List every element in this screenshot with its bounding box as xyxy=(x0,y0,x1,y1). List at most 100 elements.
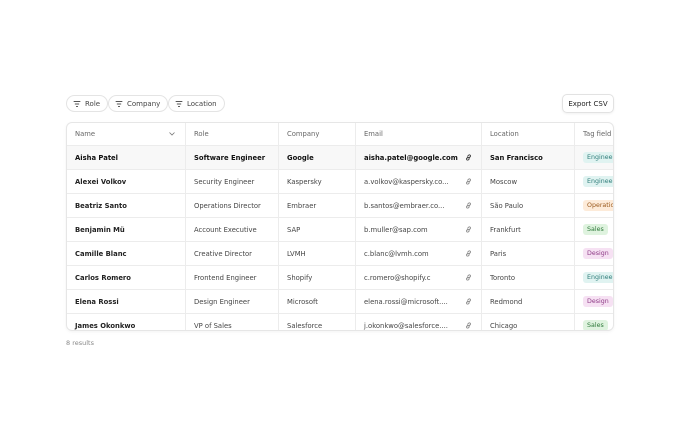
table-cell: Google xyxy=(278,145,356,170)
table-container: Name Role Company Email Location Tag field Ais… xyxy=(66,122,614,331)
cell-text: Benjamin Mü xyxy=(75,225,125,234)
table-row[interactable]: Elena Rossi Design Engineer Microsoft elena… xyxy=(67,289,613,314)
column-header: Role xyxy=(185,123,279,146)
link-icon[interactable] xyxy=(465,178,472,185)
table-cell: Design Engineer xyxy=(185,289,279,314)
result-count: 8 results xyxy=(66,339,94,347)
cell-text: Creative Director xyxy=(194,249,252,258)
table-cell: Salesforce xyxy=(278,313,356,330)
table-cell: Microsoft xyxy=(278,289,356,314)
table-cell: Benjamin Mü xyxy=(67,217,186,242)
column-header: Email xyxy=(355,123,482,146)
column-label: Company xyxy=(287,130,320,138)
table-row[interactable]: Benjamin Mü Account Executive SAP b.muller@… xyxy=(67,217,613,242)
table-cell: Engineering xyxy=(574,145,613,170)
table-cell: Camille Blanc xyxy=(67,241,186,266)
cell-text: Chicago xyxy=(490,321,518,330)
tag: Design xyxy=(583,248,613,259)
link-icon[interactable] xyxy=(465,298,472,305)
table-cell: Software Engineer xyxy=(185,145,279,170)
cell-text: Aisha Patel xyxy=(75,153,119,162)
column-header: Company xyxy=(278,123,356,146)
table-cell: c.romero@shopify.c xyxy=(355,265,482,290)
filter-icon xyxy=(115,101,123,107)
tag: Engineering xyxy=(583,152,613,163)
cell-text: Security Engineer xyxy=(194,177,255,186)
table-row[interactable]: Carlos Romero Frontend Engineer Shopify c.r… xyxy=(67,265,613,290)
cell-text: Paris xyxy=(490,249,507,258)
tag: Sales xyxy=(583,320,608,330)
table-cell: James Okonkwo xyxy=(67,313,186,330)
column-header[interactable]: Name xyxy=(67,123,186,146)
tag: Operations xyxy=(583,200,613,211)
column-label: Email xyxy=(364,130,383,138)
table-cell: Design xyxy=(574,241,613,266)
cell-text: Salesforce xyxy=(287,321,323,330)
cell-text: Design Engineer xyxy=(194,297,250,306)
filter-label: Role xyxy=(85,100,101,108)
table-cell: aisha.patel@google.com xyxy=(355,145,482,170)
cell-text: Alexei Volkov xyxy=(75,177,127,186)
cell-text: b.muller@sap.com xyxy=(364,225,428,234)
cell-text: c.blanc@lvmh.com xyxy=(364,249,429,258)
cell-text: b.santos@embraer.co... xyxy=(364,201,445,210)
link-icon[interactable] xyxy=(465,154,472,161)
column-label: Tag field xyxy=(583,130,612,138)
table-row[interactable]: Beatriz Santo Operations Director Embraer b… xyxy=(67,193,613,218)
table-row[interactable]: Camille Blanc Creative Director LVMH c.blan… xyxy=(67,241,613,266)
link-icon[interactable] xyxy=(465,202,472,209)
cell-text: Camille Blanc xyxy=(75,249,127,258)
cell-text: Carlos Romero xyxy=(75,273,131,282)
table-cell: Aisha Patel xyxy=(67,145,186,170)
table-cell: Moscow xyxy=(481,169,575,194)
table-cell: a.volkov@kaspersky.co... xyxy=(355,169,482,194)
cell-text: São Paulo xyxy=(490,201,524,210)
tag: Sales xyxy=(583,224,608,235)
link-icon[interactable] xyxy=(465,274,472,281)
filter-icon xyxy=(73,101,81,107)
table-cell: San Francisco xyxy=(481,145,575,170)
column-label: Location xyxy=(490,130,519,138)
table-cell: Sales xyxy=(574,217,613,242)
table-cell: São Paulo xyxy=(481,193,575,218)
table-row[interactable]: James Okonkwo VP of Sales Salesforce j.okon… xyxy=(67,313,614,330)
cell-text: c.romero@shopify.c xyxy=(364,273,431,282)
cell-text: Operations Director xyxy=(194,201,261,210)
cell-text: Redmond xyxy=(490,297,523,306)
table-cell: Engineering xyxy=(574,265,613,290)
table-row[interactable]: Alexei Volkov Security Engineer Kaspersky a… xyxy=(67,169,613,194)
table-cell: Security Engineer xyxy=(185,169,279,194)
table-row[interactable]: Aisha Patel Software Engineer Google aisha.… xyxy=(67,145,613,170)
table-cell: b.santos@embraer.co... xyxy=(355,193,482,218)
cell-text: James Okonkwo xyxy=(75,321,136,330)
table-cell: Paris xyxy=(481,241,575,266)
cell-text: Kaspersky xyxy=(287,177,322,186)
cell-text: VP of Sales xyxy=(194,321,232,330)
filter-chip[interactable]: Location xyxy=(168,95,225,112)
cell-text: Moscow xyxy=(490,177,518,186)
filter-chip[interactable]: Company xyxy=(108,95,169,112)
link-icon[interactable] xyxy=(465,250,472,257)
table-cell: Sales xyxy=(575,314,614,330)
filter-chip[interactable]: Role xyxy=(66,95,109,112)
table-cell: Account Executive xyxy=(185,217,279,242)
cell-text: Microsoft xyxy=(287,297,318,306)
link-icon[interactable] xyxy=(465,322,472,329)
column-label: Name xyxy=(75,130,96,138)
cell-text: SAP xyxy=(287,225,301,234)
table-body: Aisha Patel Software Engineer Google aisha.… xyxy=(67,145,614,330)
export-button[interactable]: Export CSV xyxy=(562,94,614,113)
table-cell: elena.rossi@microsoft.... xyxy=(355,289,482,314)
cell-text: Google xyxy=(287,153,314,162)
table-cell: VP of Sales xyxy=(185,313,279,330)
table-cell: Engineering xyxy=(574,169,613,194)
table-cell: b.muller@sap.com xyxy=(355,217,482,242)
link-icon[interactable] xyxy=(465,226,472,233)
cell-text: j.okonkwo@salesforce.... xyxy=(364,321,448,330)
cell-text: Embraer xyxy=(287,201,317,210)
sort-chevron[interactable] xyxy=(169,132,175,136)
table-cell: Shopify xyxy=(278,265,356,290)
table-cell: Design xyxy=(574,289,613,314)
tag: Engineering xyxy=(583,176,613,187)
table-cell: j.okonkwo@salesforce.... xyxy=(355,313,482,330)
